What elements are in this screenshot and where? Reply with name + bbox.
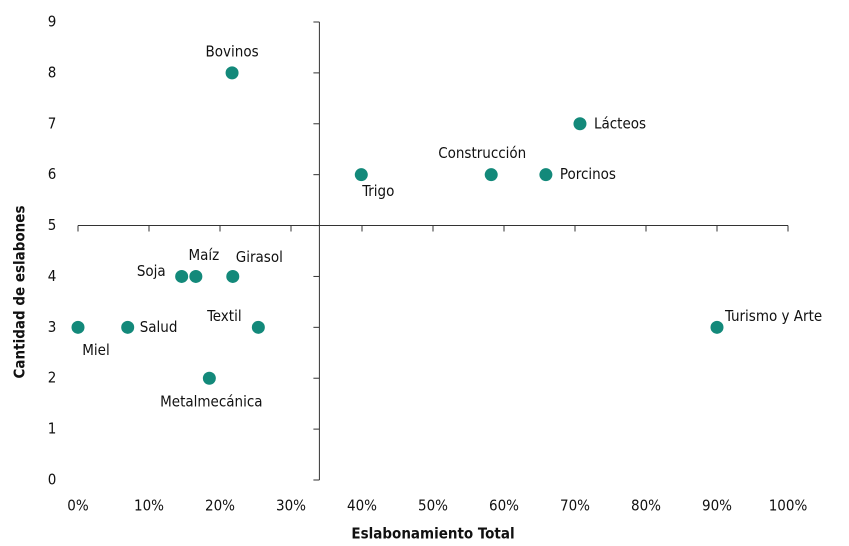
point-label: Turismo y Arte bbox=[724, 307, 822, 325]
point bbox=[225, 66, 239, 80]
point-label: Textil bbox=[206, 307, 242, 325]
x-tick-label: 10% bbox=[134, 497, 164, 515]
y-tick-label: 6 bbox=[48, 165, 57, 183]
x-tick-label: 40% bbox=[347, 497, 377, 515]
point-label: Maíz bbox=[188, 246, 219, 264]
point bbox=[354, 168, 368, 182]
point bbox=[189, 269, 203, 283]
point bbox=[226, 269, 240, 283]
point-label: Lácteos bbox=[594, 114, 646, 132]
x-tick-label: 20% bbox=[205, 497, 235, 515]
x-tick-label: 100% bbox=[769, 497, 808, 515]
x-tick-label: 30% bbox=[276, 497, 306, 515]
point-label: Trigo bbox=[361, 182, 394, 200]
y-tick-label: 3 bbox=[48, 318, 57, 336]
y-tick-label: 9 bbox=[48, 13, 57, 31]
y-tick-label: 1 bbox=[48, 420, 57, 438]
point-label: Salud bbox=[140, 318, 178, 336]
point bbox=[484, 168, 498, 182]
point bbox=[539, 168, 553, 182]
y-tick-label: 0 bbox=[48, 471, 57, 489]
x-tick-label: 60% bbox=[489, 497, 519, 515]
x-tick-label: 80% bbox=[631, 497, 661, 515]
point-label: Metalmecánica bbox=[160, 393, 262, 411]
y-tick-label: 2 bbox=[48, 369, 57, 387]
x-tick-label: 70% bbox=[560, 497, 590, 515]
point-label: Miel bbox=[82, 341, 109, 359]
y-tick-label: 4 bbox=[48, 267, 57, 285]
x-tick-label: 0% bbox=[67, 497, 89, 515]
point-label: Construcción bbox=[438, 144, 526, 162]
point bbox=[121, 320, 135, 334]
point-label: Porcinos bbox=[560, 165, 616, 183]
point-label: Girasol bbox=[236, 248, 283, 266]
point bbox=[175, 269, 189, 283]
point bbox=[251, 320, 265, 334]
y-tick-label: 8 bbox=[48, 63, 57, 81]
y-axis-title: Cantidad de eslabones bbox=[11, 206, 29, 379]
y-tick-label: 7 bbox=[48, 114, 57, 132]
point bbox=[710, 320, 724, 334]
x-tick-label: 90% bbox=[702, 497, 732, 515]
x-axis-title: Eslabonamiento Total bbox=[351, 525, 514, 543]
point bbox=[71, 320, 85, 334]
point bbox=[202, 371, 216, 385]
point bbox=[573, 117, 587, 131]
x-tick-label: 50% bbox=[418, 497, 448, 515]
point-label: Soja bbox=[137, 262, 166, 280]
point-label: Bovinos bbox=[206, 42, 259, 60]
y-tick-label: 5 bbox=[48, 216, 57, 234]
